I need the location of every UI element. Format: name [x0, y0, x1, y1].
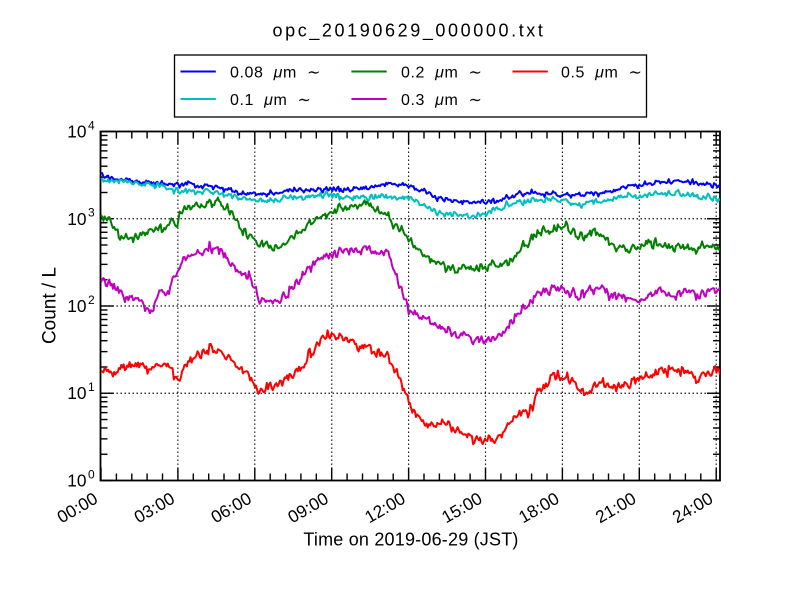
svg-text:Count / L: Count / L — [40, 267, 61, 344]
svg-text:3: 3 — [88, 206, 95, 220]
svg-text:10: 10 — [67, 383, 86, 403]
svg-text:0.5 μm ∼: 0.5 μm ∼ — [561, 65, 643, 82]
svg-text:10: 10 — [67, 122, 86, 142]
svg-text:opc_20190629_000000.txt: opc_20190629_000000.txt — [273, 21, 546, 42]
svg-text:2: 2 — [88, 293, 95, 307]
svg-text:0.2 μm ∼: 0.2 μm ∼ — [401, 65, 483, 82]
svg-text:10: 10 — [67, 471, 86, 491]
svg-text:4: 4 — [88, 118, 95, 132]
svg-text:10: 10 — [67, 209, 86, 229]
svg-text:10: 10 — [67, 296, 86, 316]
svg-text:0: 0 — [88, 467, 95, 481]
svg-text:0.1 μm ∼: 0.1 μm ∼ — [230, 92, 312, 109]
svg-text:Time on 2019-06-29 (JST): Time on 2019-06-29 (JST) — [303, 530, 518, 550]
svg-text:1: 1 — [88, 380, 95, 394]
svg-text:0.08 μm ∼: 0.08 μm ∼ — [230, 65, 321, 82]
svg-text:0.3 μm ∼: 0.3 μm ∼ — [401, 92, 483, 109]
